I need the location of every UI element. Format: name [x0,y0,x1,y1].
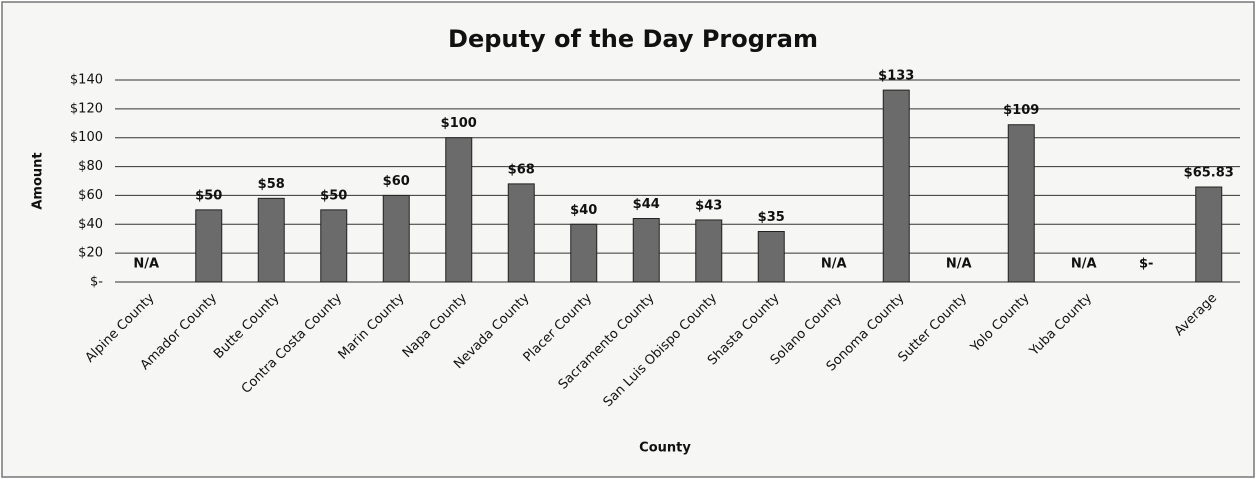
value-label: N/A [1071,257,1097,272]
value-label: $50 [195,188,222,203]
bar [570,223,598,283]
bar [257,197,285,283]
value-label: $133 [878,69,914,84]
bar [320,209,348,283]
value-label: $109 [1003,103,1039,118]
value-label: $- [1139,257,1153,272]
value-label: N/A [946,257,972,272]
value-label: $35 [758,210,785,225]
bar [695,219,723,283]
value-label: $100 [441,116,477,131]
y-tick-label: $60 [78,188,103,203]
value-label: $43 [695,198,722,213]
bar [1007,124,1035,283]
value-label: $50 [320,188,347,203]
y-tick-label: $20 [78,246,103,261]
value-label: N/A [133,257,159,272]
y-tick-label: $80 [78,159,103,174]
y-axis-title: Amount [31,152,46,209]
y-tick-label: $- [90,275,103,290]
x-axis-title: County [639,441,691,456]
bar [632,218,660,283]
value-label: $68 [508,162,535,177]
value-label: $44 [633,197,660,212]
y-tick-label: $100 [70,130,103,145]
bar [757,231,785,283]
value-label: $65.83 [1184,166,1234,181]
y-tick-label: $140 [70,73,103,88]
bar [507,183,535,283]
y-tick-label: $120 [70,101,103,116]
value-label: $58 [258,177,285,192]
bar [1195,186,1223,283]
bar [445,137,473,283]
chart-title: Deputy of the Day Program [448,25,818,53]
bar [882,89,910,283]
value-label: N/A [821,257,847,272]
bar [382,194,410,283]
y-tick-label: $40 [78,217,103,232]
bar [195,209,223,283]
value-label: $40 [570,203,597,218]
value-label: $60 [383,174,410,189]
